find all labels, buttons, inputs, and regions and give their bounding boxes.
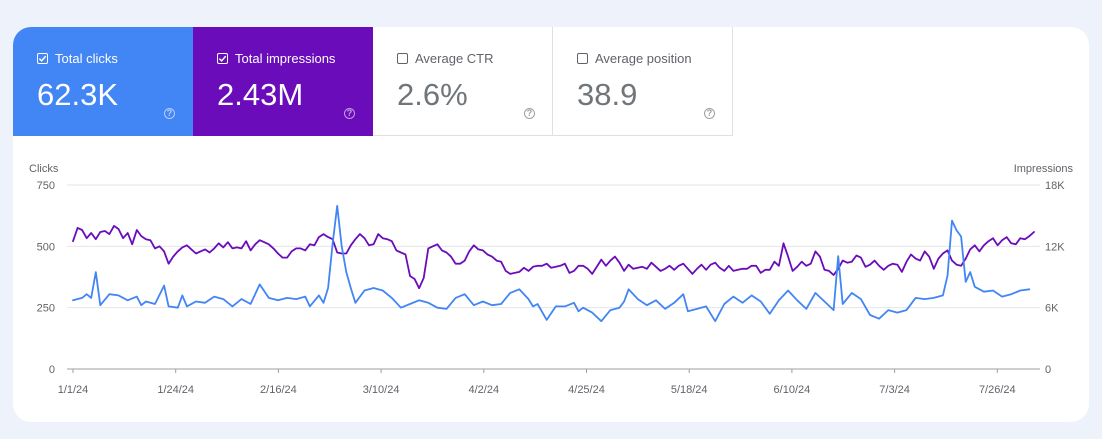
metric-average-position[interactable]: Average position 38.9 ? (553, 27, 733, 136)
x-tick-label: 6/10/24 (774, 384, 811, 396)
x-tick-label: 1/24/24 (157, 384, 194, 396)
metric-value: 2.43M (217, 77, 304, 112)
right-tick-label: 6K (1045, 303, 1059, 315)
x-tick-label: 5/18/24 (671, 384, 708, 396)
performance-card: Total clicks 62.3K ? Total impressions 2… (13, 27, 1089, 422)
right-tick-label: 18K (1045, 180, 1065, 192)
checkbox-icon[interactable] (37, 53, 48, 64)
metric-value: 38.9 (577, 77, 638, 112)
metric-average-ctr[interactable]: Average CTR 2.6% ? (373, 27, 553, 136)
x-tick-label: 7/26/24 (979, 384, 1016, 396)
left-tick-label: 750 (37, 180, 55, 192)
x-tick-label: 4/25/24 (568, 384, 605, 396)
right-axis-title: Impressions (1014, 163, 1074, 175)
checkbox-icon[interactable] (217, 53, 228, 64)
help-icon[interactable]: ? (164, 108, 175, 119)
checkbox-icon[interactable] (577, 53, 588, 64)
left-tick-label: 250 (37, 303, 55, 315)
right-tick-label: 0 (1045, 364, 1051, 376)
x-tick-label: 1/1/24 (58, 384, 89, 396)
chart-series (72, 204, 1035, 323)
x-tick-label: 2/16/24 (260, 384, 297, 396)
metric-total-impressions[interactable]: Total impressions 2.43M ? (193, 27, 373, 136)
metric-value: 62.3K (37, 77, 119, 112)
x-tick-label: 4/2/24 (469, 384, 500, 396)
left-tick-label: 0 (49, 364, 55, 376)
series-line-total-clicks (72, 204, 1031, 323)
x-tick-label: 3/10/24 (363, 384, 400, 396)
help-icon[interactable]: ? (704, 108, 715, 119)
help-icon[interactable]: ? (344, 108, 355, 119)
right-tick-label: 12K (1045, 241, 1065, 253)
chart-grid (67, 184, 1040, 370)
x-tick-label: 7/3/24 (879, 384, 910, 396)
help-icon[interactable]: ? (524, 108, 535, 119)
metric-total-clicks[interactable]: Total clicks 62.3K ? (13, 27, 193, 136)
checkbox-icon[interactable] (397, 53, 408, 64)
metric-value: 2.6% (397, 77, 468, 112)
metric-label: Average position (595, 51, 692, 66)
series-line-total-impressions (72, 224, 1035, 290)
left-tick-label: 500 (37, 241, 55, 253)
metric-label: Average CTR (415, 51, 494, 66)
metric-label: Total clicks (55, 51, 118, 66)
left-axis-title: Clicks (29, 163, 59, 175)
metric-label: Total impressions (235, 51, 336, 66)
